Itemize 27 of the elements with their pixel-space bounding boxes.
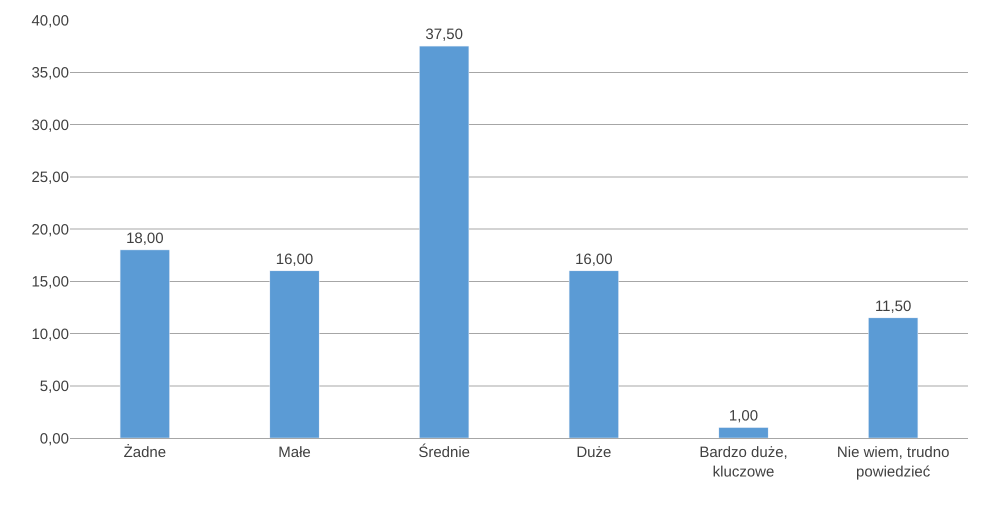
y-tick-label: 10,00 (31, 326, 69, 343)
data-label: 11,50 (874, 298, 912, 315)
bar (868, 318, 918, 438)
x-tick-label: Bardzo duże, kluczowe (699, 444, 788, 480)
data-label: 16,00 (575, 250, 613, 268)
bar (419, 46, 470, 438)
y-tick-label: 5,00 (40, 378, 69, 395)
y-tick-label: 15,00 (31, 274, 69, 290)
x-tick-label: Żadne (124, 443, 166, 461)
y-tick-label: 35,00 (31, 64, 69, 82)
x-tick-label: Małe (278, 444, 311, 461)
x-tick-label: Średnie (418, 443, 470, 461)
data-label: 18,00 (126, 230, 164, 247)
x-tick-label: Nie wiem, trudno powiedzieć (836, 444, 950, 480)
y-tick-label: 25,00 (31, 169, 69, 186)
y-tick-label: 0,00 (40, 430, 69, 448)
bar (568, 270, 619, 438)
y-tick-label: 30,00 (31, 116, 69, 134)
bar (718, 427, 768, 438)
data-label: 1,00 (728, 408, 758, 425)
bar (120, 250, 170, 438)
y-tick-label: 20,00 (31, 221, 69, 238)
data-label: 37,50 (425, 26, 463, 44)
data-label: 16,00 (276, 250, 314, 268)
bar (270, 270, 320, 438)
x-tick-label: Duże (576, 444, 612, 461)
y-tick-label: 40,00 (31, 12, 69, 30)
